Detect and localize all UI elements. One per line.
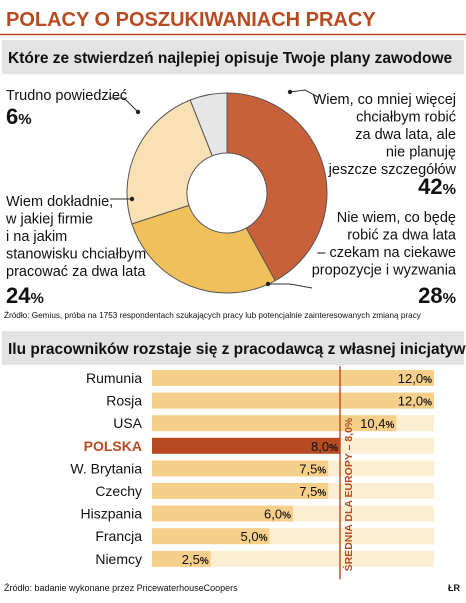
bar-category-label: Niemcy <box>95 551 142 567</box>
bar-chart: Rumunia 12,0% Rosja 12,0% USA 10,4% POLSKA 8,0%… <box>70 366 434 580</box>
bar-background <box>152 550 434 567</box>
bar-title-bar <box>2 331 464 365</box>
pie-label-line: chciałbym robić <box>356 110 456 126</box>
pie-percent-label: 28% <box>418 283 456 308</box>
bar-category-label: Rumunia <box>86 370 142 386</box>
pie-leader-line <box>268 283 313 289</box>
bar <box>152 528 270 545</box>
pie-label-line: w jakiej firmie <box>5 212 93 228</box>
bar-value-label: 6,0% <box>264 507 291 522</box>
pie-label-line: propozycje i wyzwania <box>312 263 457 279</box>
pie-leader-line <box>289 89 319 98</box>
pie-label-line: i na jakim <box>6 229 67 245</box>
reference-line-label: ŚREDNIA DLA EUROPY – 8,0% <box>342 417 355 571</box>
page-title: POLACY O POSZUKIWANIACH PRACY <box>6 9 376 31</box>
pie-slice <box>226 92 328 282</box>
author-credit: ŁR <box>448 583 460 593</box>
pie-slice <box>126 99 213 225</box>
pie-label-line: robić za dwa lata <box>347 228 457 244</box>
bar-category-label: W. Brytania <box>70 460 142 476</box>
bar-value-label: 2,5% <box>182 552 209 567</box>
bar-value-label: 5,0% <box>241 529 268 544</box>
pie-label-line: stanowisku chciałbym <box>6 247 146 263</box>
pie-leader-dot <box>287 89 293 95</box>
pie-label-line: jeszcze szczegółów <box>328 162 457 178</box>
pie-leader-dot <box>135 109 141 115</box>
pie-slice <box>189 92 228 157</box>
bar-category-label: Hiszpania <box>81 506 143 522</box>
pie-leader-line <box>108 97 139 113</box>
bar-value-label: 12,0% <box>398 394 432 409</box>
bar-value-label: 12,0% <box>398 371 432 386</box>
bar-category-label: Rosja <box>106 393 142 409</box>
pie-label-line: pracować za dwa lata <box>6 264 146 280</box>
donut-chart <box>126 92 328 294</box>
bar <box>152 550 211 567</box>
pie-label-line: – czekam na ciekawe <box>317 245 456 261</box>
bar-value-label: 7,5% <box>299 461 326 476</box>
pie-label-line: Wiem, co mniej więcej <box>313 92 456 108</box>
bar <box>152 415 397 432</box>
bar-source: Źródło: badanie wykonane przez Pricewate… <box>4 583 238 593</box>
pie-percent-label: 42% <box>418 174 456 199</box>
bar <box>152 483 329 499</box>
pie-source: Źródło: Gemius, próba na 1753 respondent… <box>4 310 422 320</box>
bar-category-label: Czechy <box>95 483 142 499</box>
bar-category-label: USA <box>113 415 142 431</box>
pie-percent-label: 24% <box>6 283 44 308</box>
bar <box>152 392 434 409</box>
header-bar <box>0 0 466 33</box>
bar <box>152 437 340 454</box>
pie-leader-dot <box>265 281 271 287</box>
bar <box>152 370 434 386</box>
pie-slice <box>131 204 276 294</box>
pie-label-line: nie planuję <box>386 145 456 161</box>
bar-category-label: Francja <box>95 528 142 544</box>
bar-value-label: 8,0% <box>311 439 338 454</box>
pie-label-line: Trudno powiedzieć <box>6 88 127 104</box>
pie-title-bar <box>2 40 464 74</box>
bar-title: Ilu pracowników rozstaje się z pracodawc… <box>8 341 466 358</box>
pie-leader-dot <box>129 196 135 202</box>
bar-value-label: 10,4% <box>360 416 394 431</box>
bar-value-label: 7,5% <box>299 484 326 499</box>
pie-percent-label: 6% <box>6 104 32 129</box>
pie-title: Które ze stwierdzeń najlepiej opisuje Tw… <box>8 50 453 67</box>
bar-category-label: POLSKA <box>84 438 142 454</box>
bar <box>152 505 293 522</box>
pie-label-line: za dwa lata, ale <box>355 127 456 143</box>
pie-label-line: Nie wiem, co będę <box>337 210 456 226</box>
pie-label-line: Wiem dokładnie, <box>6 194 113 210</box>
bar <box>152 460 329 477</box>
